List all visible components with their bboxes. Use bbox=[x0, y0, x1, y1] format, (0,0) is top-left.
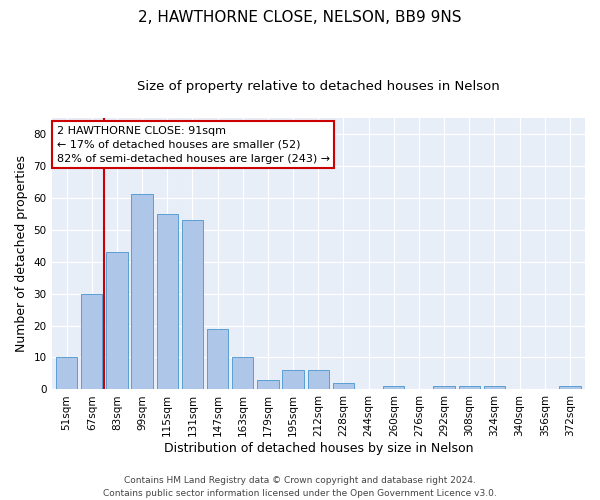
Bar bbox=[433, 386, 455, 390]
Title: Size of property relative to detached houses in Nelson: Size of property relative to detached ho… bbox=[137, 80, 500, 93]
Bar bbox=[56, 358, 77, 390]
Bar bbox=[207, 328, 229, 390]
Text: 2, HAWTHORNE CLOSE, NELSON, BB9 9NS: 2, HAWTHORNE CLOSE, NELSON, BB9 9NS bbox=[138, 10, 462, 25]
Bar bbox=[232, 358, 253, 390]
Bar bbox=[81, 294, 103, 390]
Bar bbox=[257, 380, 278, 390]
Bar bbox=[383, 386, 404, 390]
Bar bbox=[458, 386, 480, 390]
Bar bbox=[283, 370, 304, 390]
Bar bbox=[333, 383, 354, 390]
Text: 2 HAWTHORNE CLOSE: 91sqm
← 17% of detached houses are smaller (52)
82% of semi-d: 2 HAWTHORNE CLOSE: 91sqm ← 17% of detach… bbox=[57, 126, 330, 164]
Bar bbox=[182, 220, 203, 390]
Y-axis label: Number of detached properties: Number of detached properties bbox=[15, 155, 28, 352]
Bar bbox=[157, 214, 178, 390]
Text: Contains HM Land Registry data © Crown copyright and database right 2024.
Contai: Contains HM Land Registry data © Crown c… bbox=[103, 476, 497, 498]
Bar bbox=[106, 252, 128, 390]
Bar bbox=[484, 386, 505, 390]
X-axis label: Distribution of detached houses by size in Nelson: Distribution of detached houses by size … bbox=[164, 442, 473, 455]
Bar bbox=[559, 386, 581, 390]
Bar bbox=[131, 194, 153, 390]
Bar bbox=[308, 370, 329, 390]
